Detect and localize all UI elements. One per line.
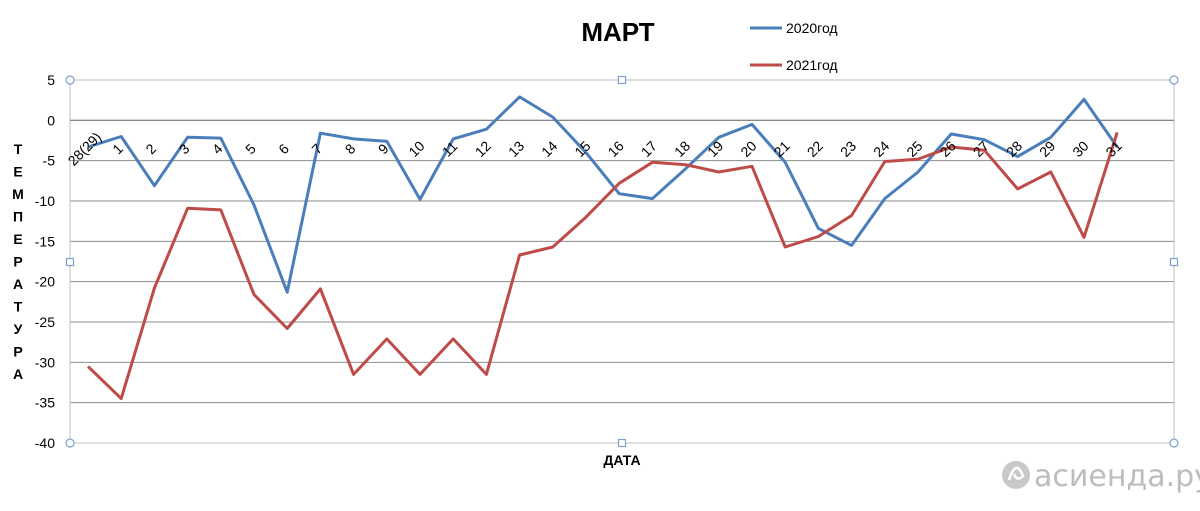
x-tick-label: 29 <box>1036 137 1058 159</box>
x-tick-label: 12 <box>472 137 494 159</box>
asienda-logo-icon <box>1002 461 1030 489</box>
x-tick-label: 14 <box>538 137 560 159</box>
plot-border <box>69 79 1175 444</box>
y-axis-label-letter: П <box>13 209 23 225</box>
resize-handle[interactable] <box>65 257 75 267</box>
x-tick-label: 30 <box>1069 137 1091 159</box>
chart-gridlines <box>70 79 1174 444</box>
plot-area-frame <box>69 79 1175 444</box>
y-axis-label-letter: Т <box>14 299 23 315</box>
y-tick-label: -25 <box>35 314 55 330</box>
x-tick-label: 13 <box>505 137 527 159</box>
resize-handle[interactable] <box>617 75 627 85</box>
y-tick-label: -40 <box>35 435 55 451</box>
resize-handle[interactable] <box>1169 257 1179 267</box>
x-tick-label: 6 <box>275 140 292 157</box>
y-axis-label-letter: Е <box>13 231 22 247</box>
series-line-2020год <box>87 95 1119 294</box>
resize-handle[interactable] <box>1169 75 1179 85</box>
y-tick-label: 0 <box>47 112 55 128</box>
y-tick-label: -20 <box>35 274 55 290</box>
y-axis-label-letter: У <box>14 321 23 337</box>
y-tick-label: -5 <box>43 153 56 169</box>
y-tick-label: -30 <box>35 354 55 370</box>
x-tick-label: 2 <box>142 140 159 157</box>
y-tick-label: 5 <box>47 72 55 88</box>
legend-label-2021: 2021год <box>786 57 838 73</box>
legend-label-2020: 2020год <box>786 20 838 36</box>
watermark-text: асиенда.ру <box>1034 459 1200 494</box>
resize-handle[interactable] <box>65 438 75 448</box>
y-axis-ticks: 5 0 -5 -10 -15 -20 -25 -30 -35 -40 <box>35 72 55 451</box>
x-tick-label: 17 <box>638 137 660 159</box>
y-axis-label-letter: М <box>12 186 24 202</box>
chart-title: МАРТ <box>581 17 654 47</box>
y-axis-label-letter: А <box>13 276 23 292</box>
x-tick-label: 22 <box>804 137 826 159</box>
y-tick-label: -10 <box>35 193 55 209</box>
x-tick-label: 23 <box>837 137 859 159</box>
y-axis-label-letter: Р <box>13 254 22 270</box>
series-line-2021год <box>86 131 1119 401</box>
resize-handle[interactable] <box>1169 438 1179 448</box>
y-tick-label: -15 <box>35 233 55 249</box>
x-tick-label: 20 <box>737 137 759 159</box>
y-axis-label-letter: А <box>13 366 23 382</box>
resize-handle[interactable] <box>65 75 75 85</box>
y-axis-label-letter: Е <box>13 164 22 180</box>
y-tick-label: -35 <box>35 395 55 411</box>
legend: 2020год 2021год <box>750 20 838 73</box>
y-axis-label-letter: Т <box>14 141 23 157</box>
x-tick-label: 8 <box>342 140 359 157</box>
x-axis-label: ДАТА <box>603 452 640 468</box>
x-tick-label: 5 <box>242 140 259 157</box>
x-tick-label: 18 <box>671 137 693 159</box>
series-layer <box>86 95 1119 401</box>
x-tick-label: 16 <box>604 137 626 159</box>
x-tick-label: 24 <box>870 137 892 159</box>
x-tick-label: 21 <box>770 137 792 159</box>
x-tick-label: 26 <box>936 137 958 159</box>
x-tick-label: 10 <box>405 137 427 159</box>
x-tick-label: 28 <box>1003 137 1025 159</box>
x-tick-label: 19 <box>704 137 726 159</box>
x-tick-label: 31 <box>1102 137 1124 159</box>
selection-handles[interactable] <box>65 75 1179 448</box>
y-axis-label-letter: Р <box>13 344 22 360</box>
watermark: асиенда.ру <box>1002 459 1200 494</box>
resize-handle[interactable] <box>617 438 627 448</box>
